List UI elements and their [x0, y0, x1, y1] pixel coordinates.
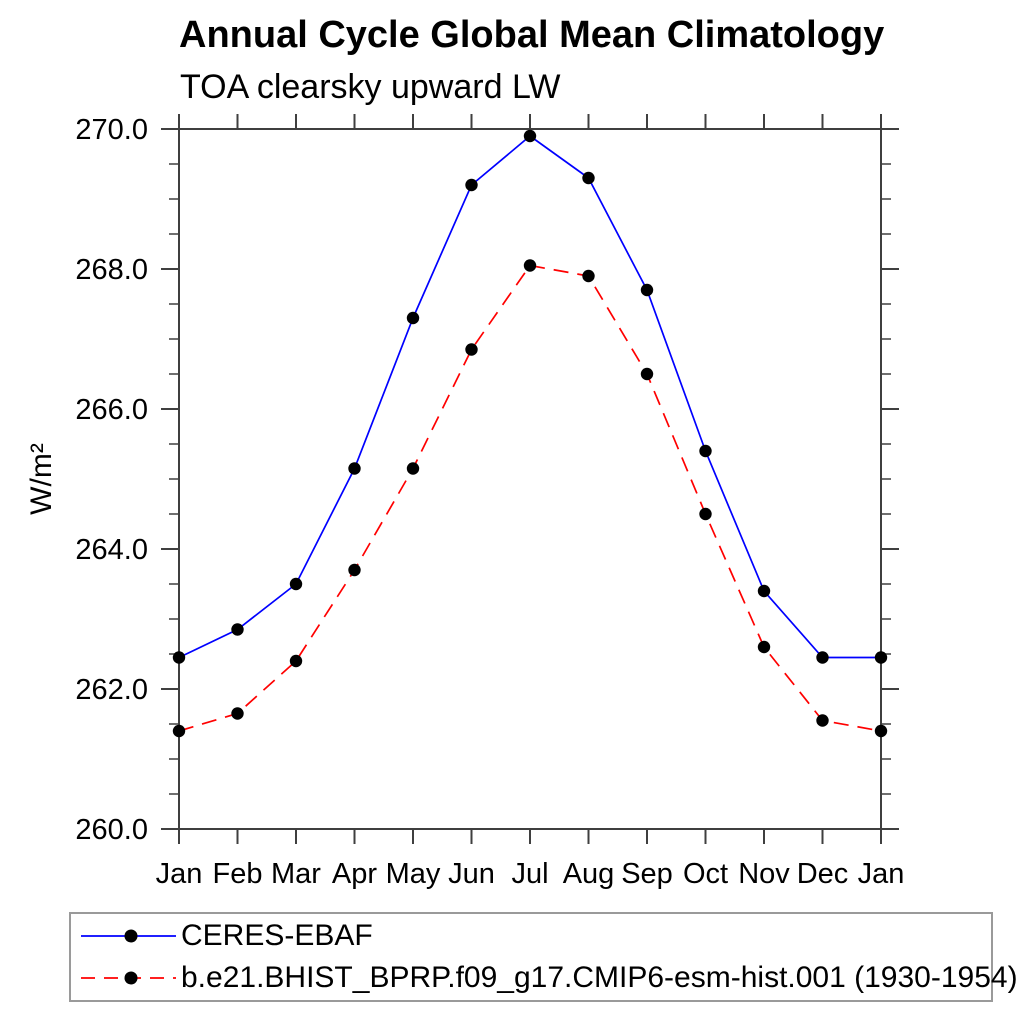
x-tick-label: Sep — [621, 858, 673, 890]
data-point-marker — [582, 269, 595, 283]
data-point-marker — [231, 707, 244, 720]
legend-marker-0 — [124, 929, 138, 943]
y-tick-label: 266.0 — [75, 394, 148, 426]
data-point-marker — [640, 283, 654, 297]
x-tick-label: Jan — [858, 858, 905, 890]
x-tick-label: Feb — [213, 858, 263, 890]
data-point-marker — [523, 129, 537, 143]
data-point-marker — [874, 724, 888, 738]
x-tick-label: Jun — [448, 858, 495, 890]
data-point-marker — [348, 462, 361, 475]
y-tick-label: 268.0 — [75, 254, 148, 286]
data-point-marker — [816, 651, 829, 664]
y-tick-label: 262.0 — [75, 674, 148, 706]
data-point-marker — [465, 343, 478, 356]
chart-subtitle: TOA clearsky upward LW — [180, 68, 561, 106]
data-point-marker — [699, 444, 712, 458]
legend-label-ceres: CERES-EBAF — [181, 919, 373, 952]
data-point-marker — [231, 623, 244, 636]
y-tick-label: 260.0 — [75, 814, 148, 846]
legend-marker-1 — [124, 971, 138, 985]
data-point-marker — [172, 724, 186, 738]
x-tick-label: May — [386, 858, 441, 890]
x-tick-label: Nov — [738, 858, 790, 890]
data-point-marker — [523, 259, 537, 272]
legend-line-sample-model — [81, 971, 176, 985]
data-point-marker — [289, 577, 303, 591]
legend-row-ceres: CERES-EBAF — [76, 917, 991, 955]
data-point-marker — [406, 462, 420, 475]
data-point-marker — [289, 654, 303, 668]
data-point-marker — [757, 640, 771, 654]
data-point-marker — [582, 171, 595, 185]
plot-frame — [178, 128, 882, 830]
data-point-marker — [172, 651, 186, 664]
legend-line-sample-ceres — [81, 929, 176, 943]
legend-row-model: b.e21.BHIST_BPRP.f09_g17.CMIP6-esm-hist.… — [76, 959, 1018, 997]
data-point-marker — [348, 563, 361, 577]
data-point-marker — [874, 651, 888, 664]
x-tick-label: Aug — [563, 858, 615, 890]
data-point-marker — [757, 584, 771, 598]
series-line-0 — [178, 134, 881, 659]
y-tick-label: 264.0 — [75, 534, 148, 566]
data-point-marker — [640, 367, 654, 381]
series-line-1 — [178, 264, 882, 732]
data-point-marker — [406, 311, 420, 325]
legend-label-model: b.e21.BHIST_BPRP.f09_g17.CMIP6-esm-hist.… — [181, 961, 1018, 994]
data-point-marker — [816, 714, 829, 727]
data-point-marker — [465, 178, 478, 192]
x-tick-label: Apr — [332, 858, 377, 890]
x-tick-label: Jul — [511, 858, 548, 890]
x-tick-label: Oct — [683, 858, 728, 890]
chart-title: Annual Cycle Global Mean Climatology — [179, 14, 885, 56]
data-point-marker — [699, 507, 712, 521]
legend-box: CERES-EBAF b.e21.BHIST_BPRP.f09_g17.CMIP… — [69, 912, 1018, 1002]
x-tick-label: Dec — [797, 858, 849, 890]
y-tick-label: 270.0 — [75, 114, 148, 146]
x-tick-label: Mar — [271, 858, 321, 890]
x-tick-label: Jan — [156, 858, 203, 890]
